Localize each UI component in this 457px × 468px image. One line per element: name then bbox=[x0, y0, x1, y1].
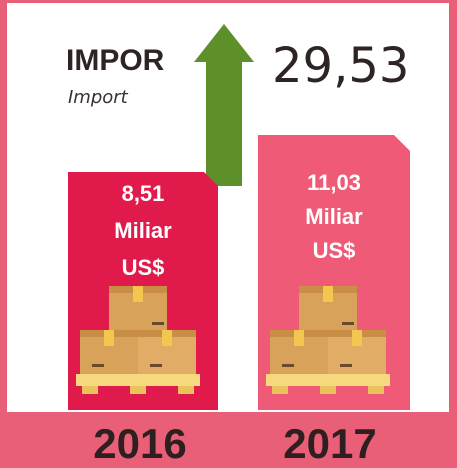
currency: US$ bbox=[313, 238, 356, 263]
infographic: IMPOR Import 29,53 8,51 Miliar US$ 11,03… bbox=[0, 0, 457, 468]
title: IMPOR bbox=[66, 44, 165, 77]
year: 2016 bbox=[93, 420, 186, 467]
subtitle: Import bbox=[68, 87, 129, 108]
growth-value: 29,53 bbox=[272, 38, 409, 94]
value: 8,51 bbox=[122, 181, 165, 206]
unit: Miliar bbox=[114, 218, 172, 243]
currency: US$ bbox=[122, 255, 165, 280]
unit: Miliar bbox=[305, 204, 363, 229]
year: 2017 bbox=[283, 420, 376, 467]
value: 11,03 bbox=[307, 170, 361, 195]
